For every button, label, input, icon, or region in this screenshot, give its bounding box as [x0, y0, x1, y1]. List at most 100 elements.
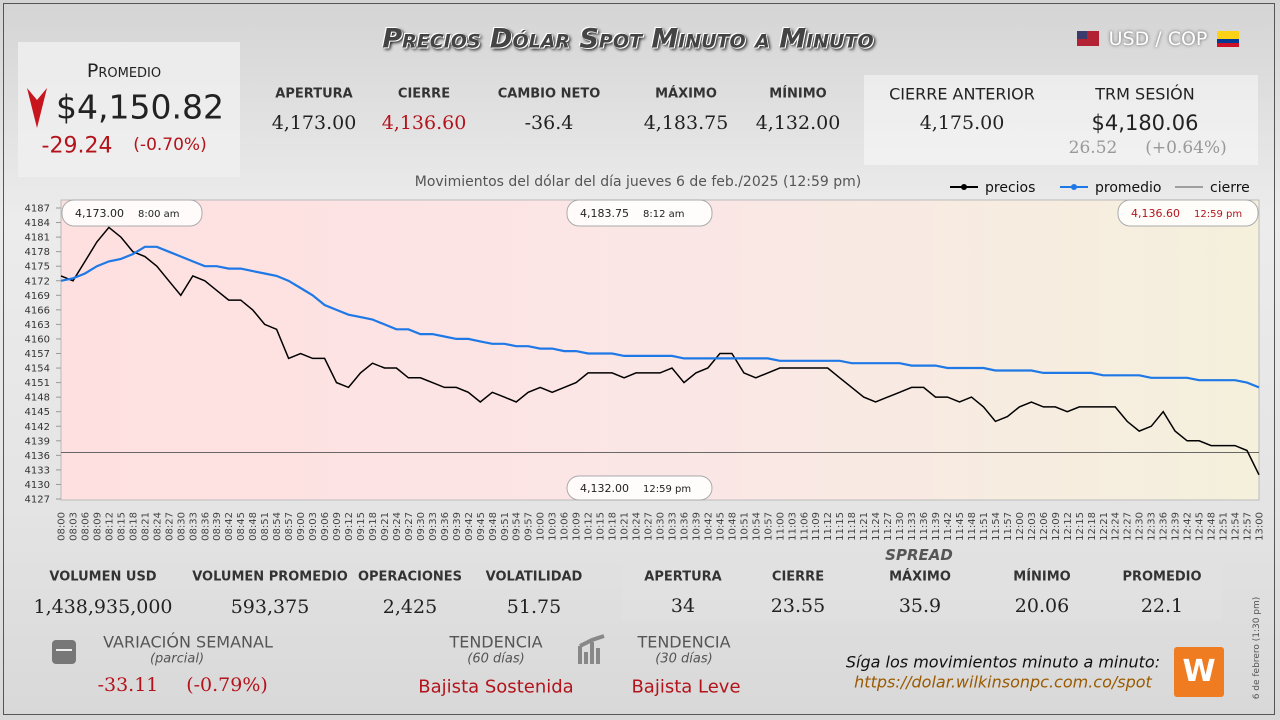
legend-label: precios — [985, 180, 1035, 196]
session-value: 4,183.75 — [643, 112, 729, 134]
market-label: VOLUMEN USD — [49, 569, 157, 585]
x-tick-label: 11:51 — [979, 512, 990, 541]
x-tick-label: 12:27 — [1123, 512, 1134, 541]
x-tick-label: 11:21 — [859, 512, 870, 541]
y-tick-label: 4181 — [25, 233, 50, 244]
x-tick-label: 08:42 — [224, 512, 235, 541]
legend-label: cierre — [1210, 180, 1250, 196]
trend-note: (60 días) — [467, 651, 525, 667]
session-label: CAMBIO NETO — [497, 86, 601, 102]
x-tick-label: 10:30 — [656, 512, 667, 541]
x-tick-label: 12:24 — [1111, 512, 1122, 541]
y-tick-label: 4187 — [25, 204, 50, 215]
annotation-value: 4,132.00 — [580, 482, 629, 495]
x-tick-label: 11:18 — [847, 512, 858, 541]
x-tick-label: 08:18 — [128, 512, 139, 541]
previous-value: 4,175.00 — [919, 112, 1005, 134]
x-tick-label: 10:12 — [584, 512, 595, 541]
market-value: 51.75 — [506, 596, 562, 618]
session-value: 4,132.00 — [755, 112, 841, 134]
y-tick-label: 4133 — [25, 465, 50, 476]
x-tick-label: 09:57 — [524, 512, 535, 541]
trend-label: TENDENCIA — [449, 632, 543, 652]
x-tick-label: 09:15 — [356, 512, 367, 541]
x-tick-label: 11:54 — [991, 512, 1002, 541]
x-tick-label: 11:30 — [895, 512, 906, 541]
x-tick-label: 09:21 — [380, 512, 391, 541]
x-tick-label: 09:09 — [332, 512, 343, 541]
x-tick-label: 10:03 — [548, 512, 559, 541]
session-value: 4,136.60 — [381, 112, 467, 134]
x-tick-label: 12:54 — [1231, 512, 1242, 541]
weekly-label: VARIACIÓN SEMANAL — [103, 632, 273, 652]
x-tick-label: 08:36 — [200, 512, 211, 541]
x-tick-label: 11:03 — [787, 512, 798, 541]
spread-value: 35.9 — [898, 595, 942, 617]
y-tick-label: 4157 — [25, 349, 50, 360]
down-arrow — [27, 88, 47, 128]
annotation-time: 12:59 pm — [643, 484, 691, 495]
x-tick-label: 09:27 — [404, 512, 415, 541]
x-tick-label: 10:21 — [620, 512, 631, 541]
y-tick-label: 4130 — [25, 480, 50, 491]
session-value: 4,173.00 — [271, 112, 357, 134]
trend-label: TENDENCIA — [637, 632, 731, 652]
footer-url: https://dolar.wilkinsonpc.com.co/spot — [854, 672, 1152, 692]
y-tick-label: 4151 — [25, 378, 50, 389]
x-tick-label: 12:39 — [1171, 512, 1182, 541]
x-tick-label: 10:33 — [667, 512, 678, 541]
y-tick-label: 4142 — [25, 422, 50, 433]
x-tick-label: 11:48 — [967, 512, 978, 541]
x-tick-label: 11:09 — [811, 512, 822, 541]
weekly-note: (parcial) — [149, 651, 205, 667]
spread-label: MÍNIMO — [1013, 569, 1071, 585]
annotation-box — [566, 475, 713, 501]
spread-value: 20.06 — [1014, 595, 1070, 617]
logo-mark: W — [1182, 654, 1215, 689]
x-tick-label: 09:39 — [452, 512, 463, 541]
trm-change-pct: (+0.64%) — [1145, 138, 1227, 158]
x-tick-label: 12:06 — [1039, 512, 1050, 541]
session-value: -36.4 — [524, 112, 574, 134]
x-tick-label: 08:00 — [57, 512, 68, 541]
x-tick-label: 08:39 — [212, 512, 223, 541]
spread-value: 23.55 — [770, 595, 826, 617]
x-tick-label: 10:15 — [596, 512, 607, 541]
x-tick-label: 11:00 — [775, 512, 786, 541]
x-tick-label: 08:48 — [248, 512, 259, 541]
series-line — [60, 226, 1260, 476]
x-tick-label: 12:03 — [1027, 512, 1038, 541]
x-tick-label: 10:18 — [608, 512, 619, 541]
legend-dot — [1071, 184, 1077, 190]
x-tick-label: 09:42 — [464, 512, 475, 541]
page-title: Precios Dólar Spot Minuto a Minuto — [382, 23, 874, 55]
x-tick-label: 10:27 — [644, 512, 655, 541]
x-tick-label: 08:51 — [260, 512, 271, 541]
weekly-change-pct: (-0.79%) — [186, 674, 268, 696]
x-tick-label: 08:03 — [68, 512, 79, 541]
x-tick-label: 12:12 — [1063, 512, 1074, 541]
spread-label: PROMEDIO — [1122, 569, 1202, 585]
annotation-time: 8:00 am — [138, 209, 180, 220]
x-tick-label: 09:36 — [440, 512, 451, 541]
x-tick-label: 08:33 — [188, 512, 199, 541]
weekly-change: -33.11 — [97, 674, 159, 696]
currency-pair: USD / COP — [1108, 28, 1208, 50]
session-label: CIERRE — [397, 86, 451, 102]
x-tick-label: 08:27 — [164, 512, 175, 541]
x-tick-label: 09:45 — [476, 512, 487, 541]
x-tick-label: 09:03 — [308, 512, 319, 541]
x-tick-label: 10:00 — [536, 512, 547, 541]
x-tick-label: 12:51 — [1219, 512, 1230, 541]
y-tick-label: 4172 — [25, 276, 50, 287]
annotation-time: 8:12 am — [643, 209, 685, 220]
summary-panel — [18, 42, 240, 177]
x-tick-label: 09:24 — [392, 512, 403, 541]
spread-panel — [622, 558, 1222, 620]
y-tick-label: 4154 — [25, 364, 50, 375]
annotation-value: 4,173.00 — [75, 207, 124, 220]
logo — [1174, 647, 1224, 697]
trm-value: $4,180.06 — [1091, 111, 1199, 135]
co-flag-yellow — [1217, 31, 1239, 39]
y-tick-label: 4178 — [25, 247, 50, 258]
